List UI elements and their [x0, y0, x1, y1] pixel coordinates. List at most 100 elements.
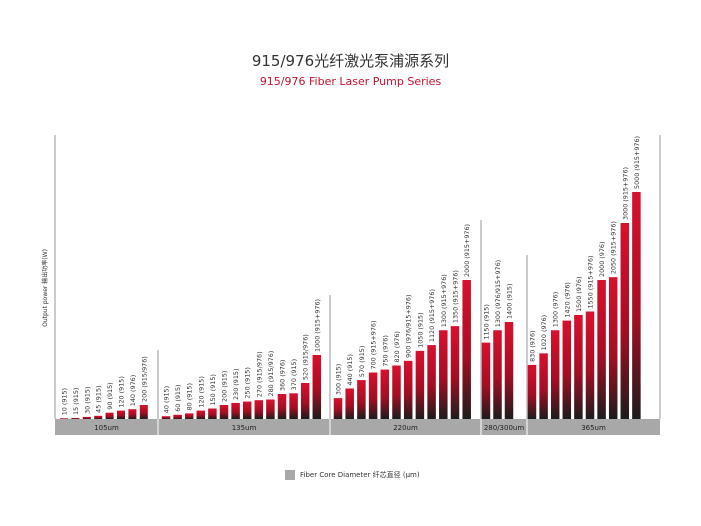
x-axis-band: [55, 419, 660, 435]
bar: [254, 400, 264, 419]
bar-label: 5000 (915+976): [633, 136, 641, 189]
bar: [539, 353, 548, 419]
bar-label: 300 (915): [335, 364, 343, 395]
bar: [585, 311, 595, 419]
bar: [403, 360, 413, 419]
bar: [415, 350, 425, 419]
bar-label: 280 (915/976): [267, 351, 275, 397]
bar-label: 40 (915): [163, 386, 171, 413]
bar-label: 1300 (976): [552, 292, 560, 327]
bar: [82, 416, 91, 419]
bar-label: 900 (976/915+976): [405, 295, 413, 358]
bar-label: 2000 (915+976): [463, 224, 471, 277]
bar: [597, 280, 606, 419]
bar: [71, 417, 80, 419]
bar: [60, 418, 68, 420]
bar-label: 270 (915/976): [255, 351, 263, 397]
group-label: 220um: [393, 424, 418, 432]
bar-label: 520 (915/976): [302, 334, 310, 380]
bar-label: 570 (915): [358, 346, 366, 377]
group-label: 280/300um: [484, 424, 525, 432]
legend: Fiber Core Diameter 纤芯直径 (μm): [285, 468, 420, 482]
bar: [94, 415, 103, 419]
bar: [161, 416, 171, 419]
bar: [481, 342, 491, 419]
bar-label: 120 (915): [197, 376, 205, 407]
bar-label: 750 (976): [381, 335, 389, 366]
bar: [300, 383, 310, 419]
bar-label: 1350 (915+976): [452, 270, 460, 323]
bar-label: 370 (915): [290, 359, 298, 390]
bar-label: 200 (915): [221, 371, 229, 402]
y-axis-label: Output power 输出功率(W): [41, 249, 49, 327]
bar-label: 360 (976): [279, 360, 287, 391]
bar: [266, 399, 275, 419]
bar: [117, 410, 125, 419]
bar: [173, 414, 182, 419]
bar: [289, 393, 298, 419]
bar: [439, 330, 448, 419]
bar: [242, 401, 252, 419]
bar-label: 820 (976): [393, 331, 401, 362]
bar: [231, 402, 240, 419]
bar: [345, 388, 354, 419]
bar-label: 1020 (976): [540, 315, 548, 350]
bar-label: 2000 (976): [598, 242, 606, 277]
bar: [208, 408, 217, 419]
bar: [128, 409, 137, 419]
group-label: 365um: [581, 424, 606, 432]
bar-label: 1120 (915+976): [428, 289, 436, 342]
legend-label: Fiber Core Diameter 纤芯直径 (μm): [300, 471, 420, 479]
bar: [392, 365, 401, 419]
bar-label: 440 (915): [346, 354, 354, 385]
bar: [493, 330, 502, 419]
bar: [574, 315, 583, 419]
bar-label: 120 (915): [118, 376, 126, 407]
bar: [139, 405, 148, 419]
bar-label: 30 (915): [83, 387, 91, 414]
bar-label: 1400 (915): [506, 284, 514, 319]
bar-label: 15 (915): [72, 388, 80, 415]
bar-label: 10 (915): [61, 388, 69, 415]
bar: [105, 412, 114, 419]
bar-label: 1150 (915): [483, 304, 491, 339]
bar-label: 1500 (976): [575, 277, 583, 312]
bar-label: 90 (915): [106, 382, 114, 409]
bar-label: 200 (915/976): [140, 356, 148, 402]
bar-label: 1000 (915+976): [313, 299, 321, 352]
bar-label: 3000 (915+976): [621, 167, 629, 220]
bar: [277, 394, 287, 419]
bar-label: 150 (915): [209, 374, 217, 405]
bar: [550, 330, 560, 419]
bar: [504, 322, 514, 419]
bar: [462, 280, 471, 419]
bar: [196, 410, 206, 419]
bar: [608, 277, 618, 419]
group-label: 105um: [94, 424, 119, 432]
bar: [450, 326, 460, 419]
bar: [632, 192, 641, 419]
bar-label: 140 (976): [129, 375, 137, 406]
bar: [357, 380, 366, 419]
bar: [562, 320, 572, 419]
chart-title: 915/976光纤激光泵浦源系列: [251, 52, 450, 70]
bar-label: 1050 (915): [416, 312, 424, 347]
bar: [184, 413, 194, 419]
bar-label: 700 (915+976): [370, 321, 378, 370]
bar-label: 1420 (976): [563, 282, 571, 317]
bar-label: 230 (915): [232, 369, 240, 400]
bar-label: 60 (915): [174, 384, 182, 411]
bar: [620, 223, 630, 419]
bar: [427, 345, 436, 419]
bar-label: 1300 (915+976): [440, 274, 448, 327]
bar-label: 1550 (915+976): [587, 255, 595, 308]
legend-swatch: [285, 470, 295, 480]
bar: [368, 372, 378, 419]
bar-label: 80 (915): [186, 383, 194, 410]
bar: [333, 398, 343, 419]
bar: [219, 405, 229, 419]
bar-label: 2050 (915+976): [610, 221, 618, 274]
bar: [527, 364, 537, 419]
bar-label: 45 (915): [95, 385, 103, 412]
